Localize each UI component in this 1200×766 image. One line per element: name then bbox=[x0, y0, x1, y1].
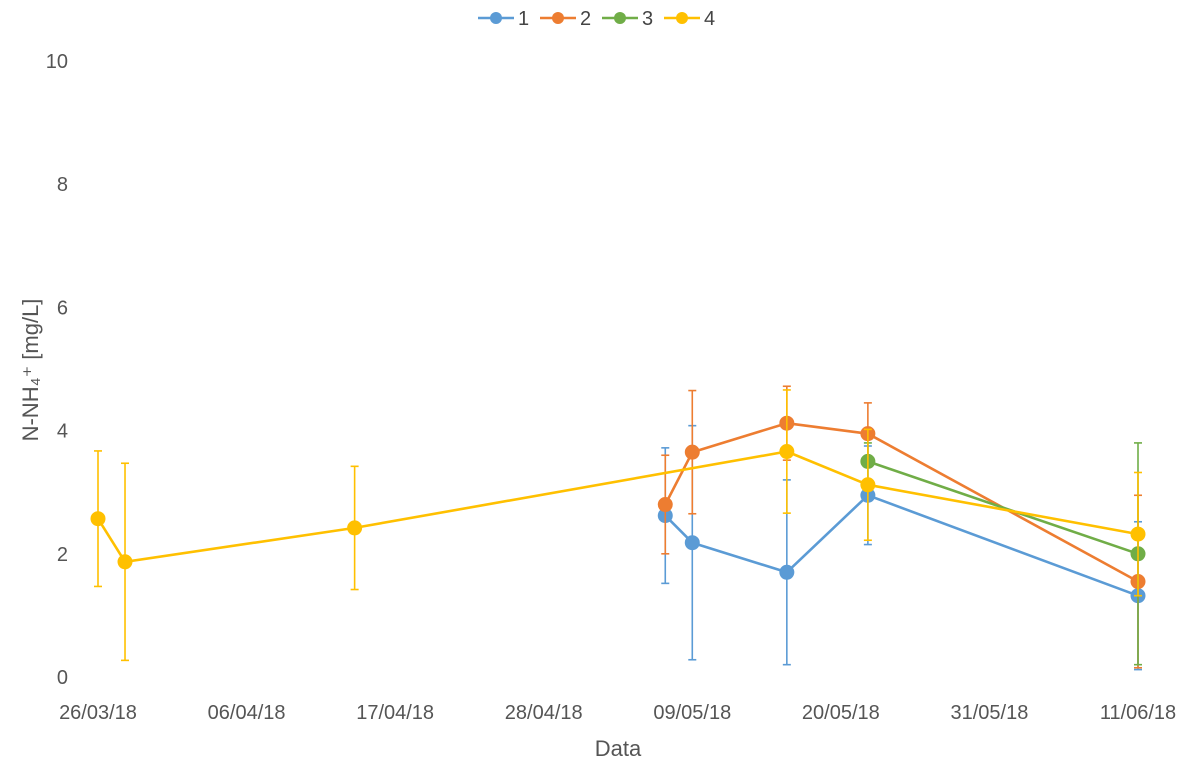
x-tick-label: 09/05/18 bbox=[653, 702, 731, 724]
y-tick-label: 8 bbox=[57, 174, 68, 196]
legend-item-4: 4 bbox=[664, 8, 715, 30]
legend-label: 4 bbox=[704, 8, 715, 30]
legend-marker bbox=[614, 12, 626, 24]
legend: 1 2 3 4 bbox=[478, 8, 715, 30]
series-2 bbox=[657, 385, 1146, 669]
data-point bbox=[90, 511, 106, 527]
legend-label: 2 bbox=[580, 8, 591, 30]
series-4 bbox=[90, 389, 1146, 662]
series-line bbox=[96, 450, 1139, 564]
x-tick-label: 20/05/18 bbox=[802, 702, 880, 724]
data-point bbox=[657, 497, 673, 513]
legend-label: 1 bbox=[518, 8, 529, 30]
plot-area bbox=[90, 385, 1146, 671]
x-tick-label: 11/06/18 bbox=[1100, 702, 1176, 724]
data-point bbox=[1130, 526, 1146, 542]
series-line bbox=[867, 460, 1139, 556]
data-point bbox=[860, 477, 876, 493]
data-point bbox=[347, 520, 363, 536]
x-tick-label: 17/04/18 bbox=[356, 702, 434, 724]
data-point bbox=[117, 554, 133, 570]
data-point bbox=[779, 564, 795, 580]
legend-marker bbox=[552, 12, 564, 24]
x-axis-ticks: 26/03/18 06/04/18 17/04/18 28/04/18 09/05/18… bbox=[59, 702, 1176, 724]
data-point bbox=[779, 444, 795, 460]
y-tick-label: 10 bbox=[46, 51, 68, 73]
legend-marker bbox=[490, 12, 502, 24]
legend-item-2: 2 bbox=[540, 8, 591, 30]
y-tick-label: 0 bbox=[57, 667, 68, 689]
series-line bbox=[664, 493, 1139, 597]
x-tick-label: 28/04/18 bbox=[505, 702, 583, 724]
x-tick-label: 26/03/18 bbox=[59, 702, 137, 724]
y-tick-label: 2 bbox=[57, 544, 68, 566]
y-axis-title: N-NH₄⁺ [mg/L] bbox=[18, 299, 43, 442]
x-axis-title: Data bbox=[595, 736, 642, 761]
x-tick-label: 06/04/18 bbox=[208, 702, 286, 724]
y-axis-ticks: 0 2 4 6 8 10 bbox=[46, 51, 68, 689]
data-point bbox=[684, 444, 700, 460]
x-tick-label: 31/05/18 bbox=[950, 702, 1028, 724]
legend-marker bbox=[676, 12, 688, 24]
series-3 bbox=[860, 442, 1146, 666]
legend-item-1: 1 bbox=[478, 8, 529, 30]
y-tick-label: 4 bbox=[57, 421, 68, 443]
legend-label: 3 bbox=[642, 8, 653, 30]
legend-item-3: 3 bbox=[602, 8, 653, 30]
data-point bbox=[684, 535, 700, 551]
y-tick-label: 6 bbox=[57, 297, 68, 319]
